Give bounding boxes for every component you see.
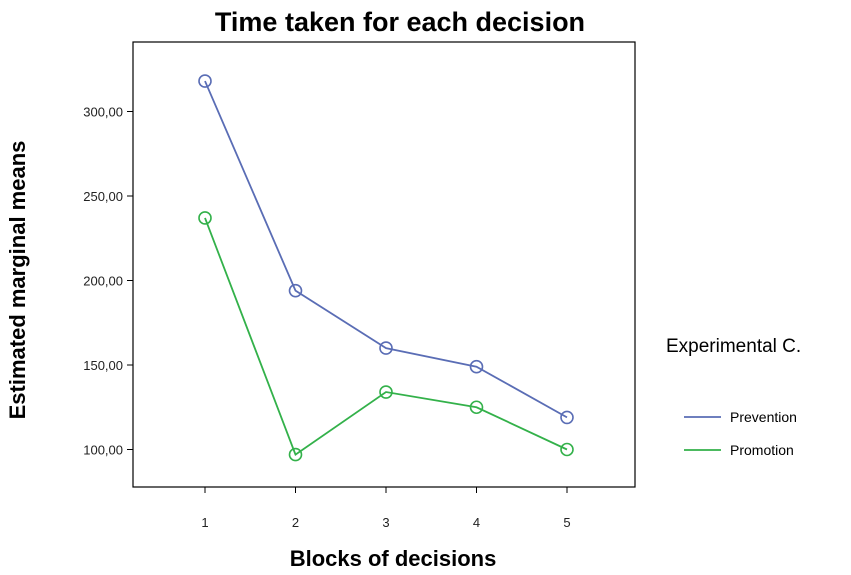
x-tick-label: 5 [563,515,570,530]
y-tick-label: 100,00 [83,443,123,458]
data-point-promotion [198,211,212,225]
data-point-prevention [469,359,484,374]
data-point-prevention [560,410,574,425]
chart-title: Time taken for each decision [215,7,585,37]
legend-title: Experimental C. [666,336,801,357]
x-tick-label: 3 [382,515,389,530]
legend: Prevention Promotion [684,409,797,458]
data-point-promotion [288,447,303,462]
series-layer [198,74,574,462]
legend-label-promotion: Promotion [730,442,794,458]
series-line-prevention [204,80,568,419]
y-axis: 100,00 150,00 200,00 250,00 300,00 [83,105,133,458]
data-point-prevention [288,283,303,298]
x-axis: 1 2 3 4 5 [201,487,571,530]
data-point-prevention [198,74,212,88]
y-tick-label: 200,00 [83,274,123,289]
x-tick-label: 4 [473,515,480,530]
legend-label-prevention: Prevention [730,409,797,425]
y-tick-label: 250,00 [83,189,123,204]
y-tick-label: 150,00 [83,358,123,373]
x-tick-label: 2 [292,515,299,530]
data-point-promotion [379,385,393,399]
data-point-promotion [469,400,484,415]
data-point-promotion [560,442,574,457]
x-axis-title: Blocks of decisions [290,546,497,571]
data-point-prevention [379,341,393,355]
y-tick-label: 300,00 [83,105,123,120]
y-axis-title: Estimated marginal means [5,141,30,420]
plot-frame [132,41,636,488]
series-line-promotion [204,217,568,456]
x-tick-label: 1 [201,515,208,530]
